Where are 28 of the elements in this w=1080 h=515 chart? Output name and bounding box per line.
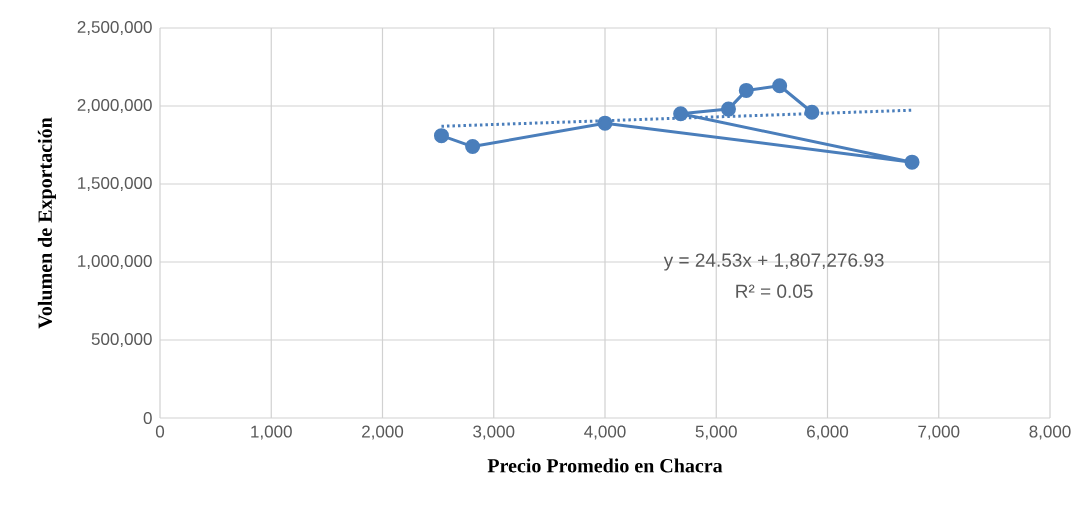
point — [804, 104, 820, 120]
y-tick-label: 500,000 — [91, 332, 152, 348]
y-tick-label: 1,000,000 — [78, 254, 152, 270]
point — [772, 78, 788, 94]
point — [673, 106, 689, 122]
x-tick-label: 6,000 — [807, 425, 849, 440]
point — [465, 139, 481, 155]
point — [433, 128, 449, 144]
point — [738, 82, 754, 98]
annotation: y = 24.53x + 1,807,276.93 — [663, 253, 884, 271]
x-tick-label: 0 — [155, 425, 165, 438]
x-tick-label: 5,000 — [695, 425, 737, 440]
y-tick-label: 1,500,000 — [78, 176, 152, 192]
point — [597, 115, 613, 131]
x-tick-label: 7,000 — [918, 425, 960, 440]
x-axis-title: Precio Promedio en Chacra — [487, 458, 723, 473]
point — [904, 154, 920, 170]
x-tick-label: 8,000 — [1029, 425, 1071, 440]
y-axis-title: Volumen de Exportación — [37, 117, 56, 329]
point — [720, 101, 736, 117]
y-tick-label: 2,500,000 — [77, 20, 152, 36]
x-tick-label: 3,000 — [473, 425, 515, 440]
x-tick-label: 4,000 — [584, 425, 626, 440]
annotation: R² = 0.05 — [736, 284, 813, 298]
x-tick-label: 2,000 — [362, 425, 404, 440]
y-tick-label: 2,000,000 — [77, 98, 152, 114]
y-tick-label: 0 — [143, 411, 152, 425]
x-tick-label: 1,000 — [251, 425, 292, 440]
